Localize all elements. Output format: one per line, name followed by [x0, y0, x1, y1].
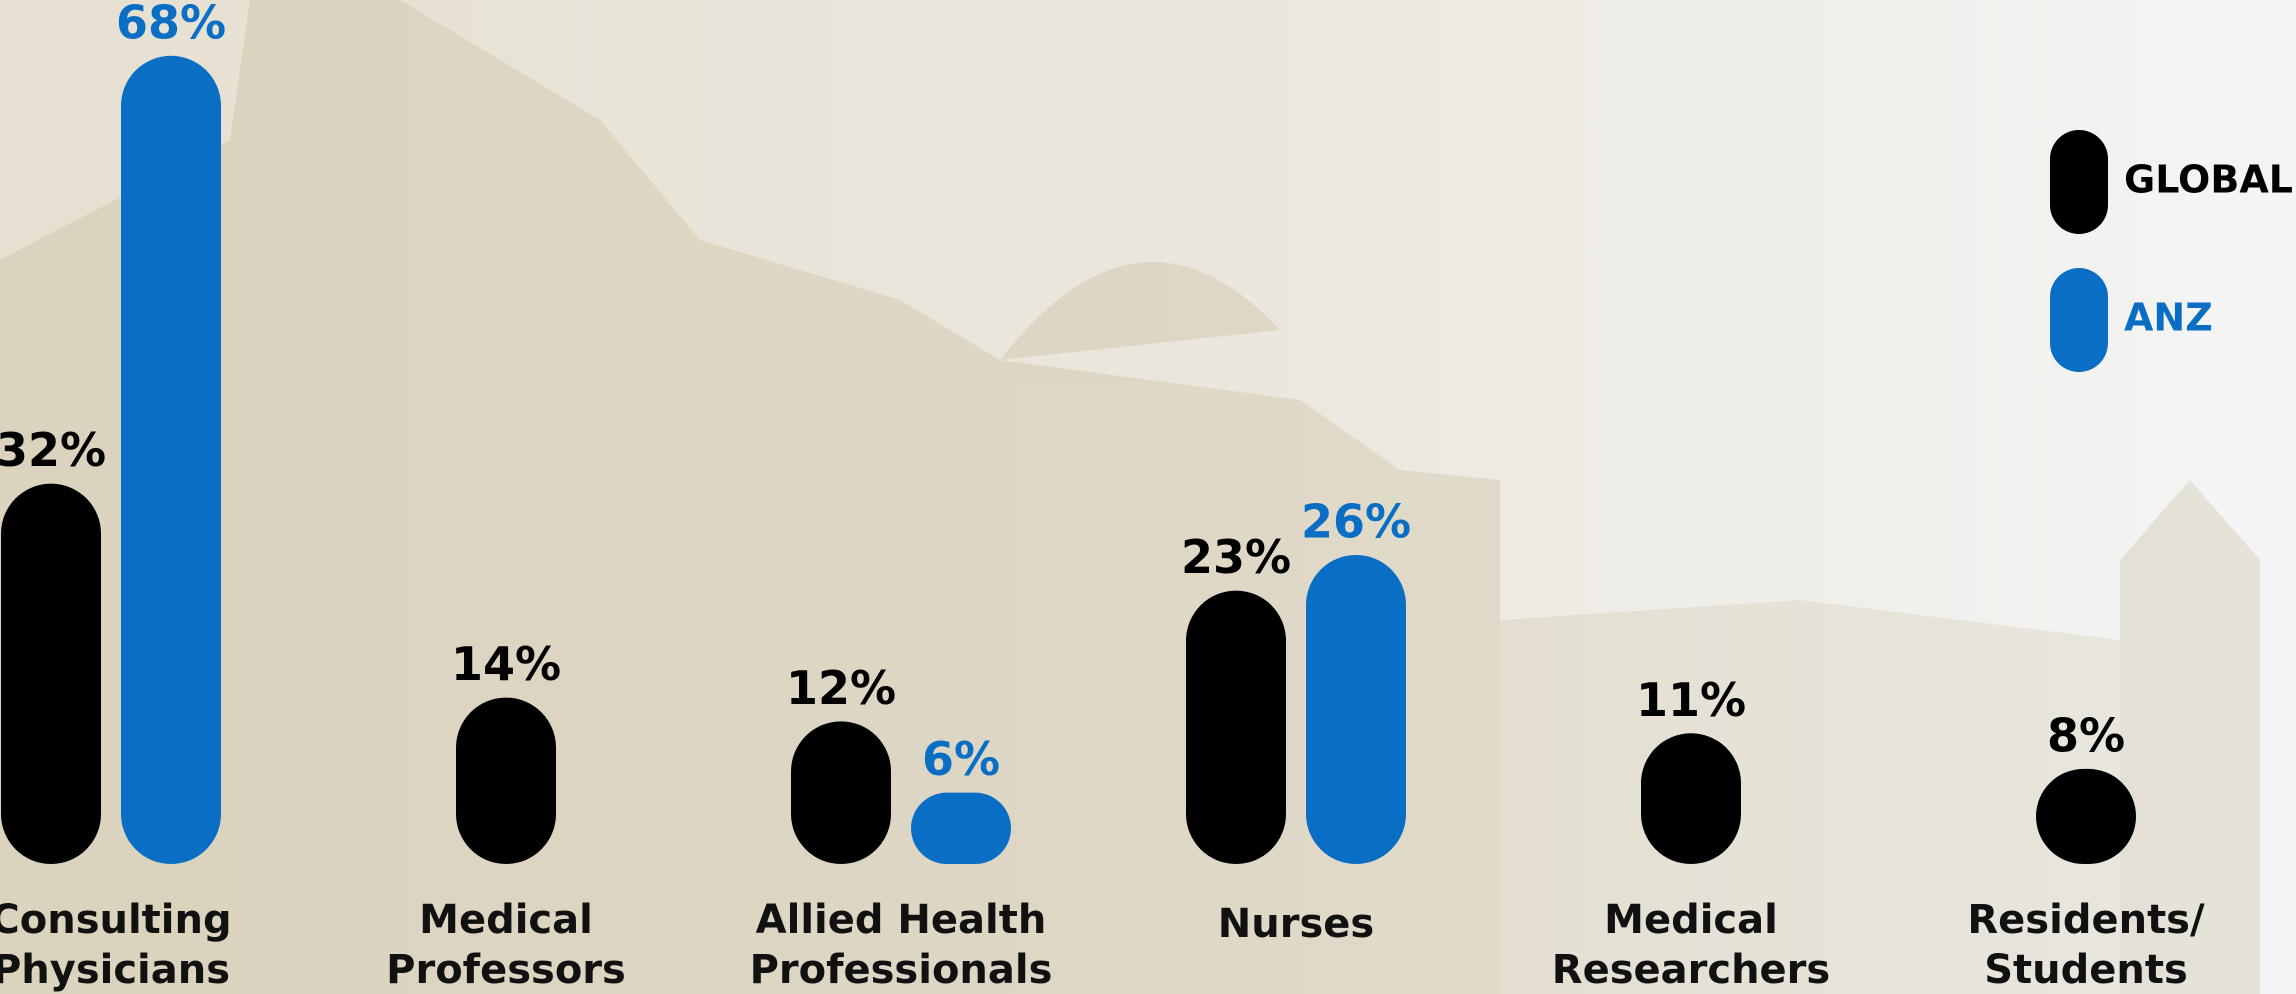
- x-tick-label-line: Consulting: [0, 897, 232, 943]
- x-tick-label-line: Physicians: [0, 947, 230, 993]
- x-tick-label-line: Professors: [386, 947, 626, 993]
- x-tick-label-line: Allied Health: [756, 897, 1047, 943]
- value-label: 23%: [1181, 530, 1291, 584]
- bar: [456, 697, 556, 864]
- bar: [1641, 733, 1741, 864]
- x-tick-label: Consulting Physicians: [0, 897, 232, 993]
- x-tick-label: Medical Researchers: [1552, 897, 1830, 993]
- x-tick-label: Nurses: [1218, 901, 1374, 947]
- x-tick-label: Allied Health Professionals: [750, 897, 1053, 993]
- legend-swatch: [2050, 130, 2108, 234]
- bar: [1, 483, 101, 864]
- value-label: 32%: [0, 423, 106, 477]
- value-label: 11%: [1636, 673, 1746, 727]
- value-label: 14%: [451, 637, 561, 691]
- x-tick-label-line: Residents/: [1967, 897, 2205, 943]
- value-label: 8%: [2047, 708, 2125, 762]
- bar: [791, 721, 891, 864]
- value-label: 6%: [922, 732, 1000, 786]
- x-tick-label-line: Students: [1984, 947, 2188, 993]
- bar: [121, 55, 221, 865]
- x-tick-label-line: Medical: [419, 897, 593, 943]
- legend: GLOBAL ANZ: [2050, 130, 2293, 372]
- bar: [1186, 590, 1286, 864]
- legend-swatch: [2050, 268, 2108, 372]
- x-tick-label: Residents/Students: [1967, 897, 2205, 993]
- x-tick-label-line: Professionals: [750, 947, 1053, 993]
- x-tick-label: Medical Professors: [386, 897, 626, 993]
- bar: [2036, 768, 2136, 864]
- legend-label: ANZ: [2124, 296, 2213, 340]
- bar: [911, 792, 1011, 864]
- value-label: 26%: [1301, 494, 1411, 548]
- value-label: 12%: [786, 661, 896, 715]
- legend-label: GLOBAL: [2124, 158, 2293, 202]
- x-tick-label-line: Medical: [1604, 897, 1778, 943]
- bar: [1306, 554, 1406, 864]
- x-tick-label-line: Researchers: [1552, 947, 1830, 993]
- x-tick-label-line: Nurses: [1218, 901, 1374, 947]
- value-label: 68%: [116, 0, 226, 49]
